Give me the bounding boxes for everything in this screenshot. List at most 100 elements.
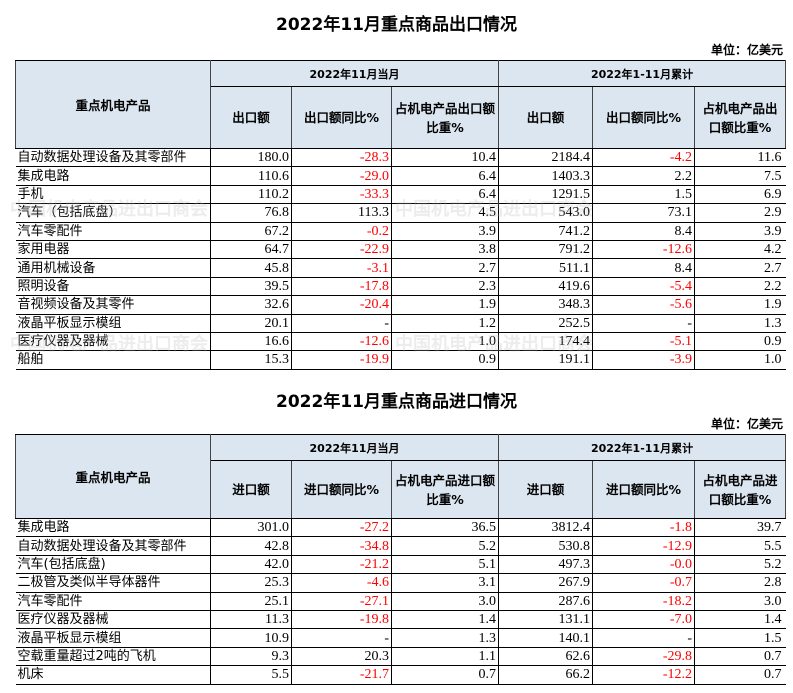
cell-value: 42.0	[210, 555, 292, 575]
cell-value: 39.7	[694, 518, 786, 538]
product-name: 集成电路	[15, 518, 211, 538]
cell-value: 2.9	[694, 203, 786, 223]
cell-value: 0.9	[390, 350, 499, 370]
export-table: 重点机电产品 2022年11月当月 2022年1-11月累计 出口额 出口额同比% 占机电…	[15, 60, 787, 370]
table-row: 空载重量超过2吨的飞机 9.3 20.3 1.1 62.6 -29.8 0.7	[15, 647, 786, 667]
table-row: 照明设备 39.5 -17.8 2.3 419.6 -5.4 2.2	[15, 277, 786, 297]
cell-value: -12.2	[592, 665, 695, 685]
cell-value: 6.4	[390, 166, 499, 186]
cell-value: 4.2	[694, 240, 786, 260]
cell-value: -28.3	[291, 148, 392, 168]
cell-value: 530.8	[498, 536, 593, 556]
cell-value: 8.4	[592, 258, 695, 278]
column-header: 占机电产品进口额比重%	[694, 460, 787, 519]
cell-value: 5.2	[390, 536, 499, 556]
cell-value: 42.8	[210, 536, 292, 556]
table-row: 手机 110.2 -33.3 6.4 1291.5 1.5 6.9	[15, 185, 786, 205]
cell-value: -1.8	[592, 518, 695, 538]
column-header: 出口额同比%	[592, 86, 696, 149]
header-group-cumulative: 2022年1-11月累计	[498, 434, 787, 461]
cell-value: -21.2	[291, 555, 392, 575]
product-name: 通用机械设备	[15, 258, 211, 278]
column-header: 进口额同比%	[592, 460, 696, 519]
table-row: 音视频设备及其零件 32.6 -20.4 1.9 348.3 -5.6 1.9	[15, 295, 786, 315]
export-title: 2022年11月重点商品出口情况	[276, 15, 517, 35]
product-name: 自动数据处理设备及其零部件	[15, 148, 211, 168]
product-name: 医疗仪器及器械	[15, 332, 211, 352]
cell-value: 25.1	[210, 592, 292, 611]
cell-value: 0.7	[694, 665, 786, 685]
cell-value: 419.6	[498, 277, 593, 297]
cell-value: -	[592, 314, 695, 333]
cell-value: -5.4	[592, 277, 695, 297]
cell-value: -33.3	[291, 185, 392, 205]
cell-value: 113.3	[291, 203, 392, 223]
product-name: 自动数据处理设备及其零部件	[15, 536, 211, 556]
product-name: 二极管及类似半导体器件	[15, 573, 211, 593]
column-header: 出口额	[498, 86, 594, 149]
column-header: 占机电产品进口额比重%	[390, 460, 500, 519]
product-name: 音视频设备及其零件	[15, 295, 211, 315]
cell-value: -18.2	[592, 592, 695, 611]
table-row: 汽车零配件 25.1 -27.1 3.0 287.6 -18.2 3.0	[15, 592, 786, 611]
product-name: 医疗仪器及器械	[15, 610, 211, 630]
cell-value: -	[592, 628, 695, 648]
import-title: 2022年11月重点商品进口情况	[276, 392, 517, 412]
cell-value: 36.5	[390, 518, 499, 538]
cell-value: 543.0	[498, 203, 593, 223]
table-row: 二极管及类似半导体器件 25.3 -4.6 3.1 267.9 -0.7 2.8	[15, 573, 786, 593]
cell-value: -3.1	[291, 258, 392, 278]
table-row: 船舶 15.3 -19.9 0.9 191.1 -3.9 1.0	[15, 350, 786, 370]
cell-value: 11.3	[210, 610, 292, 630]
cell-value: 1.2	[390, 314, 499, 333]
cell-value: 2184.4	[498, 148, 593, 168]
cell-value: 252.5	[498, 314, 593, 333]
cell-value: 2.3	[390, 277, 499, 297]
cell-value: 3.9	[390, 222, 499, 241]
cell-value: -20.4	[291, 295, 392, 315]
product-name: 汽车(包括底盘)	[15, 555, 211, 575]
cell-value: 191.1	[498, 350, 593, 370]
cell-value: 3.0	[694, 592, 786, 611]
cell-value: 67.2	[210, 222, 292, 241]
cell-value: 5.1	[390, 555, 499, 575]
column-header: 出口额	[210, 86, 292, 149]
cell-value: 2.2	[592, 166, 695, 186]
cell-value: -12.6	[291, 332, 392, 352]
cell-value: -17.8	[291, 277, 392, 297]
cell-value: 3.9	[694, 222, 786, 241]
cell-value: 39.5	[210, 277, 292, 297]
column-header: 进口额同比%	[291, 460, 392, 519]
cell-value: -3.9	[592, 350, 695, 370]
cell-value: 3.1	[390, 573, 499, 593]
cell-value: -22.9	[291, 240, 392, 260]
cell-value: 267.9	[498, 573, 593, 593]
header-group-cumulative: 2022年1-11月累计	[498, 60, 787, 87]
cell-value: 45.8	[210, 258, 292, 278]
table-row: 集成电路 110.6 -29.0 6.4 1403.3 2.2 7.5	[15, 166, 786, 186]
table-row: 汽车（包括底盘） 76.8 113.3 4.5 543.0 73.1 2.9	[15, 203, 786, 223]
cell-value: 3.0	[390, 592, 499, 611]
product-name: 家用电器	[15, 240, 211, 260]
cell-value: 3812.4	[498, 518, 593, 538]
table-row: 液晶平板显示模组 10.9-1.3 140.1-1.5	[15, 628, 786, 648]
cell-value: -4.6	[291, 573, 392, 593]
column-header: 占机电产品出口额比重%	[694, 86, 787, 149]
cell-value: -5.1	[592, 332, 695, 352]
cell-value: -	[291, 314, 392, 333]
cell-value: 2.8	[694, 573, 786, 593]
product-name: 手机	[15, 185, 211, 205]
cell-value: 511.1	[498, 258, 593, 278]
cell-value: 0.9	[694, 332, 786, 352]
column-header: 进口额	[210, 460, 292, 519]
cell-value: 66.2	[498, 665, 593, 685]
header-product: 重点机电产品	[15, 60, 211, 149]
cell-value: -27.2	[291, 518, 392, 538]
header-product: 重点机电产品	[15, 434, 211, 519]
cell-value: 20.1	[210, 314, 292, 333]
cell-value: -29.0	[291, 166, 392, 186]
cell-value: 2.7	[390, 258, 499, 278]
cell-value: 11.6	[694, 148, 786, 168]
cell-value: 174.4	[498, 332, 593, 352]
cell-value: 131.1	[498, 610, 593, 630]
